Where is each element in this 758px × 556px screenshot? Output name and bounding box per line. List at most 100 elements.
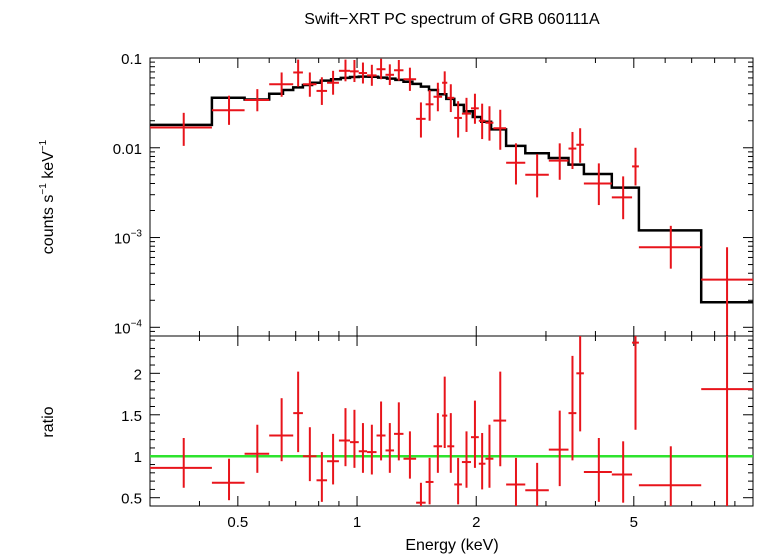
ratio-data-point xyxy=(568,355,577,461)
ratio-data-point xyxy=(632,336,639,430)
spectrum-data-point xyxy=(638,225,702,269)
ratio-data-point xyxy=(442,376,448,448)
ratio-y-tick-label: 1 xyxy=(134,449,142,466)
ratio-data-point xyxy=(394,402,404,461)
y-tick-label: 0.1 xyxy=(121,51,142,68)
ratio-data-point xyxy=(576,336,584,432)
spectrum-data-point xyxy=(385,64,395,86)
spectrum-data-point xyxy=(338,59,351,82)
lower-panel-frame xyxy=(149,335,754,507)
spectrum-data-point xyxy=(350,59,359,83)
spectrum-data-point xyxy=(525,154,549,198)
ratio-data-points xyxy=(150,336,753,506)
x-tick-label: 1 xyxy=(353,514,361,531)
ratio-data-point xyxy=(425,457,434,505)
spectrum-data-point xyxy=(394,59,404,81)
model-step-line xyxy=(150,75,753,304)
y-axis-label-ratio: ratio xyxy=(40,406,57,437)
ratio-data-point xyxy=(269,398,294,462)
ratio-data-point xyxy=(447,413,455,473)
ratio-data-point xyxy=(416,482,426,506)
ratio-data-point xyxy=(403,431,417,479)
spectrum-data-point xyxy=(416,102,426,138)
spectrum-data-point xyxy=(150,112,212,146)
ratio-data-point xyxy=(302,427,317,482)
spectrum-data-point xyxy=(327,70,339,95)
spectrum-data-point xyxy=(506,143,526,185)
x-axis-label: Energy (keV) xyxy=(405,537,498,554)
ratio-data-point xyxy=(478,433,486,490)
spectrum-data-points xyxy=(150,58,753,336)
ratio-data-point xyxy=(461,431,471,488)
spectrum-data-point xyxy=(302,72,317,97)
y-label-mid: keV xyxy=(40,151,57,183)
spectrum-data-point xyxy=(478,103,486,140)
ratio-y-tick-label: 0.5 xyxy=(121,491,142,508)
y-label-sup-2: −1 xyxy=(38,139,49,151)
x-tick-label: 2 xyxy=(472,514,480,531)
spectrum-data-point xyxy=(367,64,377,86)
y-label-base: counts s xyxy=(40,195,57,255)
spectrum-data-point xyxy=(269,72,294,97)
lower-y-tick-labels: 0.5 1 1.5 2 xyxy=(121,366,142,507)
spectrum-data-point xyxy=(376,58,386,80)
ratio-data-point xyxy=(211,458,245,501)
ratio-data-point xyxy=(244,424,270,473)
spectrum-data-point xyxy=(576,128,584,163)
spectrum-data-point xyxy=(611,176,633,220)
ratio-data-point xyxy=(525,462,549,506)
x-tick-labels: 0.5 1 2 5 xyxy=(227,514,638,531)
ratio-data-point xyxy=(583,438,612,502)
ratio-y-tick-label: 2 xyxy=(134,366,142,383)
spectrum-data-point xyxy=(316,77,328,105)
spectrum-data-point xyxy=(403,67,417,91)
ratio-data-point xyxy=(316,452,328,502)
ratio-data-point xyxy=(293,371,303,453)
ratio-data-point xyxy=(150,438,212,488)
ratio-data-point xyxy=(433,413,443,473)
y-tick-label-exponent: −3 xyxy=(131,229,143,240)
ratio-data-point xyxy=(548,410,569,487)
x-tick-label: 0.5 xyxy=(227,514,248,531)
spectrum-data-point xyxy=(701,247,753,336)
ratio-data-point xyxy=(506,457,526,506)
y-tick-label-exponent: −4 xyxy=(131,318,143,329)
spectrum-data-point xyxy=(548,143,569,180)
ratio-data-point xyxy=(638,446,702,506)
ratio-data-point xyxy=(611,441,633,503)
ratio-data-point xyxy=(376,401,386,461)
y-tick-label: 10−3 xyxy=(114,229,143,248)
x-tick-label: 5 xyxy=(630,514,638,531)
ratio-data-point xyxy=(385,423,395,473)
spectrum-data-point xyxy=(433,82,443,112)
spectrum-data-point xyxy=(293,59,303,87)
chart-title: Swift−XRT PC spectrum of GRB 060111A xyxy=(304,11,600,28)
y-tick-label-base: 10 xyxy=(114,231,131,248)
ratio-data-point xyxy=(454,457,462,505)
spectrum-data-point xyxy=(358,62,368,84)
spectrum-data-point xyxy=(211,95,245,125)
ratio-data-point xyxy=(367,424,377,475)
ratio-data-point xyxy=(327,433,339,485)
spectrum-data-point xyxy=(632,147,639,186)
spectrum-data-point xyxy=(485,106,494,141)
spectrum-data-point xyxy=(454,101,462,138)
spectrum-data-point xyxy=(568,131,577,170)
ratio-data-point xyxy=(485,424,494,488)
y-label-sup-1: −1 xyxy=(38,183,49,195)
y-tick-label-base: 10 xyxy=(114,320,131,337)
spectrum-data-point xyxy=(470,93,479,124)
ratio-data-point xyxy=(493,371,507,467)
ratio-y-tick-label: 1.5 xyxy=(121,408,142,425)
spectrum-data-point xyxy=(442,71,448,95)
upper-axis-ticks xyxy=(149,57,753,337)
lower-panel: 0.5 1 1.5 2 0.5 1 2 5 xyxy=(121,335,754,531)
ratio-data-point xyxy=(701,336,753,506)
spectrum-data-point xyxy=(461,97,471,132)
spectrum-data-point xyxy=(493,109,507,150)
ratio-data-point xyxy=(470,400,479,468)
ratio-data-point xyxy=(350,409,359,468)
